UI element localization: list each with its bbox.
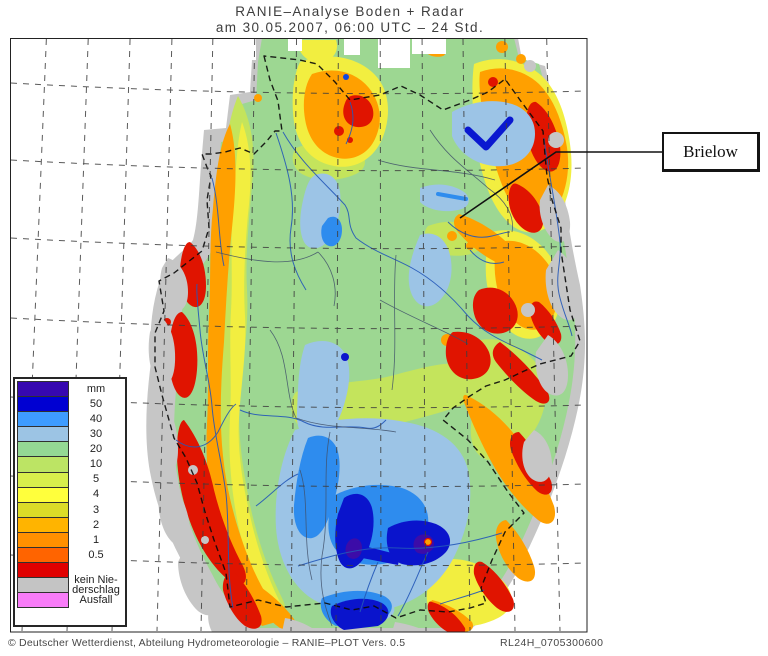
north-blue-dot: [343, 74, 349, 80]
legend-row: kein Nie- derschlag: [17, 573, 123, 597]
germany-border-dashed: [154, 55, 581, 619]
legend-swatch: [17, 396, 69, 413]
legend-swatch: [17, 531, 69, 549]
annotation-label: Brielow: [683, 141, 738, 161]
legend-label: 4: [92, 488, 100, 501]
plot-frame: [10, 38, 588, 633]
legend-row: mm: [17, 381, 123, 398]
legend-rows: mm 50 40 30 20 10 5 4 3 2 1 0.5 kein Nie- derschlag A…: [17, 381, 123, 609]
legend-swatch: [17, 577, 69, 594]
plot-title-line1: RANIE–Analyse Boden + Radar: [235, 4, 465, 19]
legend-swatch: [17, 486, 69, 503]
legend-row: 20: [17, 441, 123, 458]
legend-swatch: [17, 547, 69, 564]
legend-swatch: [17, 471, 69, 488]
legend-row: 5: [17, 471, 123, 488]
annotation-label-box: Brielow: [662, 132, 760, 172]
legend-swatch: [17, 592, 69, 609]
legend-row: 10: [17, 456, 123, 473]
legend-swatch: [17, 426, 69, 443]
heavyrain-v-streak: [464, 116, 514, 151]
legend-row: 30: [17, 426, 123, 443]
legend-swatch: [17, 441, 69, 458]
product-id-text: RL24H_0705300600: [500, 637, 604, 649]
legend-swatch: [17, 411, 69, 428]
legend-label: 3: [92, 503, 100, 516]
legend-label: 5: [92, 473, 100, 486]
legend-row: 50: [17, 396, 123, 413]
legend-row: 4: [17, 486, 123, 503]
legend-row: 1: [17, 531, 123, 549]
legend-row: 3: [17, 501, 123, 518]
legend-row: 2: [17, 516, 123, 533]
precipitation-legend: mm 50 40 30 20 10 5 4 3 2 1 0.5 kein Nie- derschlag A…: [13, 377, 127, 627]
legend-label: 20: [89, 443, 103, 456]
legend-swatch: [17, 501, 69, 518]
legend-row: 0.5: [17, 547, 123, 564]
heavyrain-small-streak: [436, 192, 468, 201]
legend-swatch: [17, 562, 69, 579]
legend-label: Ausfall: [79, 594, 113, 607]
plot-title: RANIE–Analyse Boden + Radar am 30.05.200…: [60, 4, 640, 36]
legend-label: 30: [89, 428, 103, 441]
state-borders: [215, 129, 513, 627]
legend-label: 50: [89, 397, 103, 410]
coverage-notches: [228, 38, 446, 68]
legend-row: Ausfall: [17, 592, 123, 609]
legend-swatch: [17, 456, 69, 473]
rivers: [175, 101, 573, 617]
legend-label: kein Nie- derschlag: [72, 573, 120, 597]
legend-swatch: [17, 516, 69, 533]
legend-label: 0.5: [88, 548, 104, 561]
legend-label: 2: [92, 518, 100, 531]
legend-label: 1: [92, 533, 100, 546]
callout-leader-line: [459, 151, 662, 219]
legend-label: 40: [89, 413, 103, 426]
copyright-text: © Deutscher Wetterdienst, Abteilung Hydr…: [8, 637, 406, 649]
plot-title-line2: am 30.05.2007, 06:00 UTC – 24 Std.: [215, 19, 485, 35]
isolated-orange-dot: [423, 537, 433, 547]
legend-label: 10: [89, 458, 103, 471]
landmass-green-base: [174, 38, 576, 628]
legend-label: mm: [86, 382, 106, 395]
legend-row: 40: [17, 411, 123, 428]
legend-swatch: [17, 381, 69, 398]
